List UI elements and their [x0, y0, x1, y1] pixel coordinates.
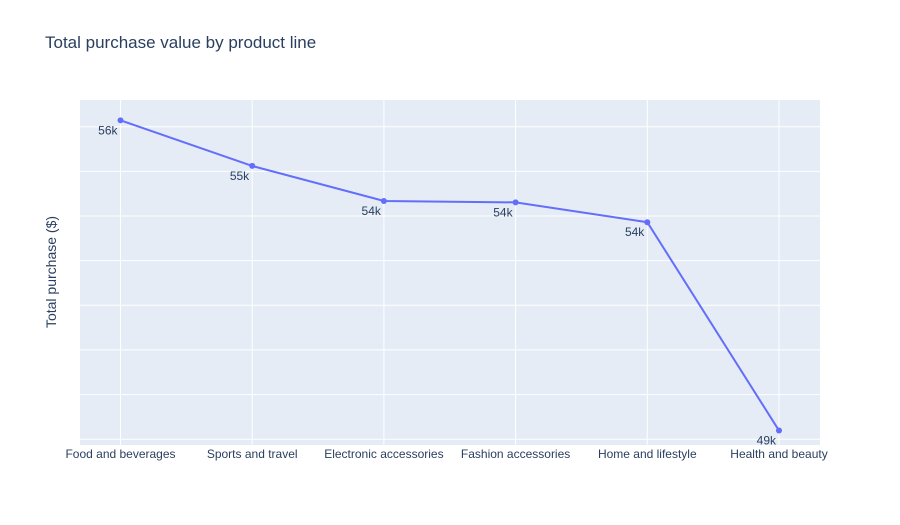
series-line — [120, 119, 780, 432]
data-point[interactable] — [776, 427, 782, 434]
x-tick-label: Food and beverages — [65, 447, 175, 461]
data-point[interactable] — [380, 197, 387, 204]
data-label: 49k — [757, 434, 777, 448]
y-axis-title: Total purchase ($) — [43, 216, 59, 328]
data-point[interactable] — [117, 117, 124, 124]
x-tick-label: Home and lifestyle — [598, 447, 697, 461]
data-label: 54k — [362, 204, 382, 218]
data-point[interactable] — [512, 199, 519, 206]
grid-lines — [80, 100, 820, 445]
x-tick-label: Electronic accessories — [324, 447, 443, 461]
x-axis-ticks: Food and beverages Sports and travel Elect… — [65, 447, 827, 461]
data-label: 55k — [230, 169, 250, 183]
data-label: 56k — [98, 123, 118, 137]
x-tick-label: Fashion accessories — [461, 447, 570, 461]
chart-title: Total purchase value by product line — [45, 33, 317, 52]
data-point[interactable] — [644, 219, 651, 226]
data-point[interactable] — [249, 162, 256, 169]
x-tick-label: Health and beauty — [730, 447, 827, 461]
data-label: 54k — [625, 225, 645, 239]
x-tick-label: Sports and travel — [207, 447, 298, 461]
series-layer: 56k 55k 54k 54k 54k 49k — [98, 117, 782, 448]
plot-area — [80, 100, 820, 445]
data-label: 54k — [493, 205, 513, 219]
